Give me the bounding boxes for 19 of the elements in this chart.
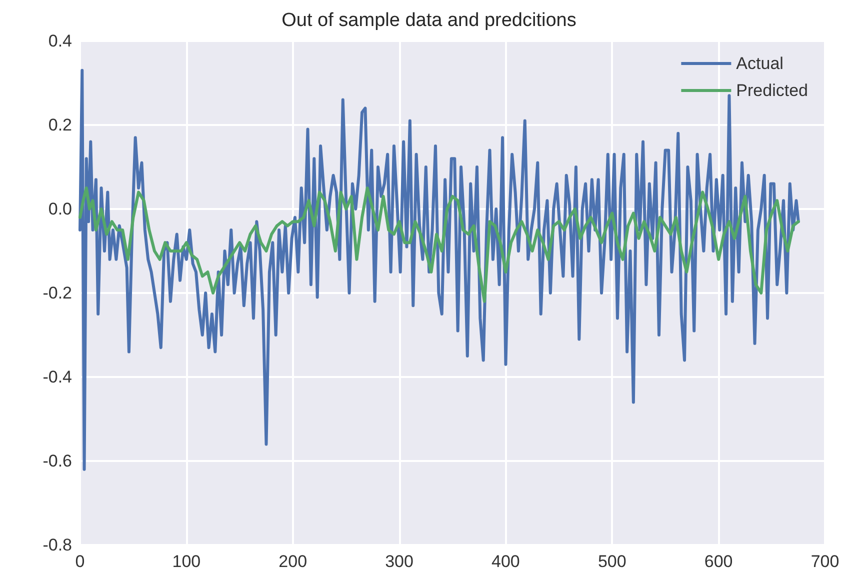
x-tick-label: 700 bbox=[810, 552, 840, 571]
x-tick-label: 0 bbox=[75, 552, 85, 571]
x-tick-label: 600 bbox=[704, 552, 733, 571]
x-tick-label: 400 bbox=[492, 552, 520, 571]
y-tick-label: 0.0 bbox=[48, 200, 72, 218]
x-tick-label: 500 bbox=[598, 552, 626, 571]
x-tick-label: 100 bbox=[172, 552, 201, 571]
y-tick-label: 0.4 bbox=[48, 32, 72, 50]
y-tick-label: -0.8 bbox=[42, 536, 72, 554]
legend-label: Actual bbox=[736, 54, 784, 73]
x-tick-label: 200 bbox=[278, 552, 308, 571]
y-tick-label: 0.2 bbox=[48, 116, 72, 134]
y-tick-label: -0.4 bbox=[42, 368, 72, 386]
legend-label: Predicted bbox=[736, 81, 808, 100]
x-tick-label: 300 bbox=[385, 552, 414, 571]
line-series bbox=[78, 186, 800, 303]
y-tick-label: -0.2 bbox=[42, 284, 72, 302]
y-tick-label: -0.6 bbox=[42, 452, 72, 470]
chart-title: Out of sample data and predcitions bbox=[282, 10, 576, 31]
